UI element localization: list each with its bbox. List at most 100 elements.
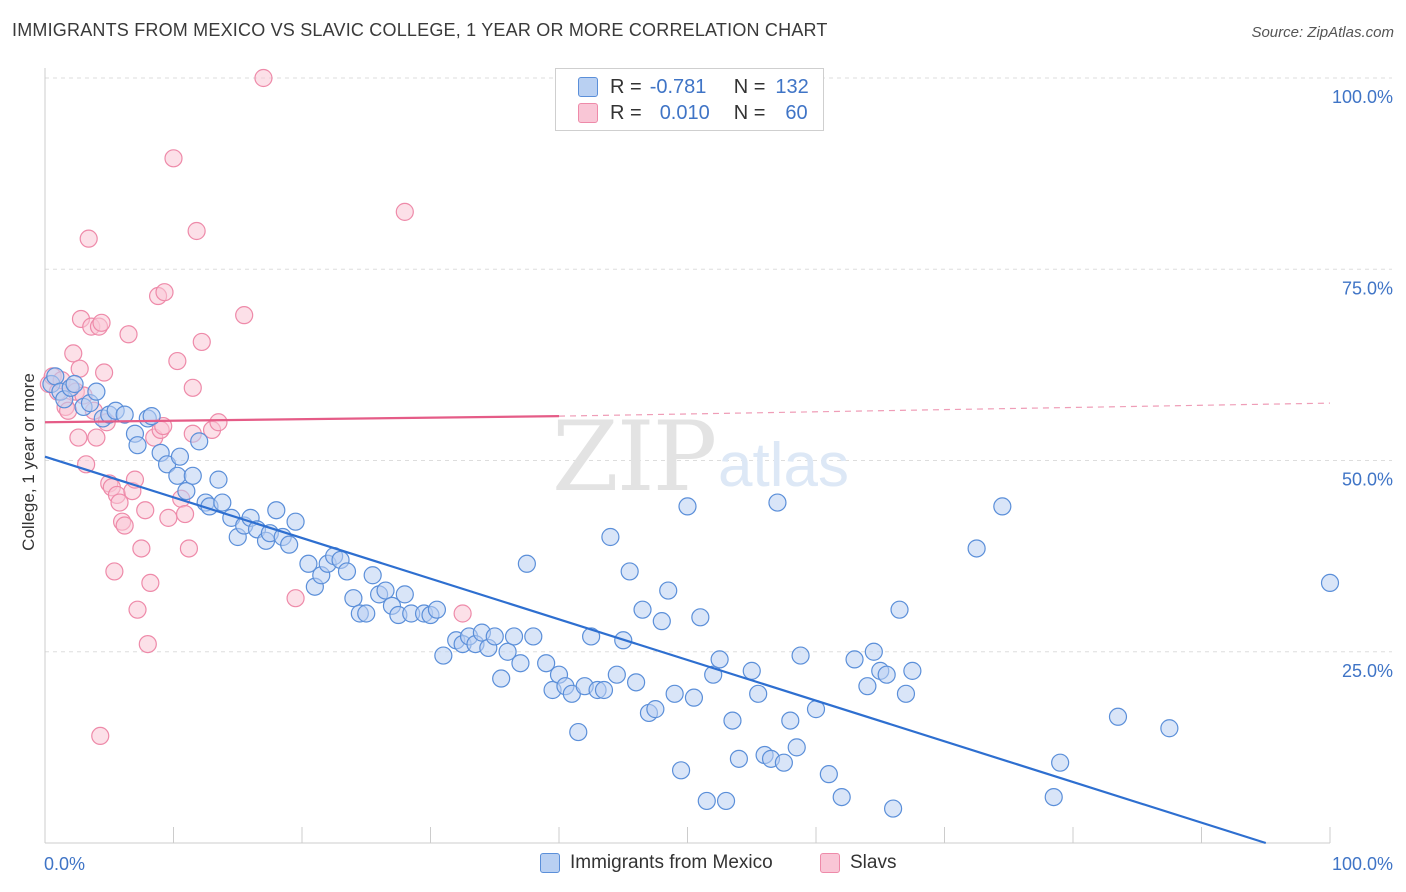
- slavs-point: [187, 221, 206, 241]
- mexico-point: [671, 761, 691, 780]
- mexico-point: [569, 722, 588, 742]
- slavs-swatch: [578, 103, 598, 123]
- x-tick-label: 100.0%: [1332, 854, 1393, 874]
- mexico-point: [190, 432, 209, 451]
- slavs-point: [192, 332, 211, 352]
- mexico-point: [395, 585, 414, 604]
- mexico-point: [659, 581, 678, 600]
- y-tick-label: 100.0%: [1332, 87, 1393, 107]
- slavs-point: [141, 573, 160, 593]
- mexico-point: [128, 436, 147, 455]
- slavs-point: [136, 501, 155, 520]
- mexico-point: [115, 405, 134, 424]
- slavs-point: [179, 539, 199, 558]
- slavs-point: [92, 313, 111, 332]
- mexico-point: [286, 512, 305, 531]
- mexico-point: [498, 642, 517, 661]
- mexico-point: [742, 661, 761, 680]
- slavs-point: [91, 726, 110, 746]
- mexico-point: [299, 554, 318, 573]
- y-tick-label: 25.0%: [1342, 661, 1393, 681]
- watermark-atlas: atlas: [718, 431, 849, 500]
- mexico-point: [710, 650, 729, 669]
- r-value-2: 0.010: [659, 101, 710, 124]
- slavs-point: [168, 351, 187, 371]
- legend-mexico-swatch: [540, 853, 560, 873]
- y-tick-labels: 100.0% 75.0% 50.0% 25.0%: [1332, 87, 1393, 681]
- slavs-point: [64, 344, 83, 363]
- slavs-point: [87, 428, 106, 447]
- mexico-point: [1044, 787, 1063, 807]
- mexico-point: [633, 600, 652, 619]
- mexico-point: [65, 374, 84, 394]
- watermark-zip: ZIP: [552, 401, 715, 513]
- mexico-point: [607, 665, 626, 684]
- mexico-swatch: [578, 77, 598, 97]
- r-label-1: R =: [610, 75, 642, 98]
- y-tick-label: 50.0%: [1342, 470, 1393, 490]
- legend-slavs-label: Slavs: [850, 852, 897, 873]
- source-credit: Source: ZipAtlas.com: [1251, 24, 1394, 41]
- slavs-trend-line: [44, 415, 560, 424]
- chart-title: IMMIGRANTS FROM MEXICO VS SLAVIC COLLEGE…: [12, 20, 828, 40]
- slavs-point: [254, 68, 273, 88]
- stats-legend: R = -0.781 N = 132 R = 0.010 N = 60: [555, 68, 824, 131]
- mexico-point: [582, 627, 601, 646]
- n-label-1: N =: [733, 75, 766, 98]
- mexico-point: [723, 711, 742, 730]
- slavs-point: [110, 493, 129, 512]
- mexico-point: [87, 382, 106, 401]
- mexico-point: [1051, 753, 1070, 772]
- mexico-point: [209, 470, 228, 489]
- slavs-point: [235, 306, 254, 325]
- slavs-point: [95, 363, 114, 382]
- mexico-point: [832, 787, 851, 807]
- n-value-1: 132: [775, 75, 809, 98]
- mexico-point: [183, 466, 202, 485]
- mexico-point: [691, 608, 710, 627]
- r-label-2: R =: [610, 101, 642, 124]
- mexico-point: [170, 447, 190, 466]
- legend-item-slavs: Slavs: [820, 852, 896, 874]
- slavs-point: [286, 589, 305, 608]
- mexico-point: [434, 646, 453, 665]
- mexico-point: [168, 466, 187, 485]
- mexico-point: [517, 554, 536, 573]
- mexico-point: [1320, 573, 1340, 593]
- mexico-point: [427, 600, 447, 619]
- mexico-point: [665, 684, 684, 703]
- mexico-point: [280, 535, 299, 554]
- slavs-point: [164, 149, 183, 168]
- mexico-point: [684, 688, 704, 707]
- n-value-2: 60: [785, 101, 808, 124]
- watermark: ZIP atlas: [552, 401, 849, 513]
- legend-mexico-label: Immigrants from Mexico: [570, 852, 773, 873]
- legend-item-mexico: Immigrants from Mexico: [540, 852, 773, 874]
- mexico-point: [993, 497, 1012, 516]
- slavs-point: [175, 504, 195, 524]
- slavs-point: [132, 539, 151, 558]
- mexico-point: [787, 738, 806, 757]
- stats-row-slavs: R = 0.010 N = 60: [578, 100, 808, 126]
- mexico-point: [620, 562, 639, 581]
- mexico-point: [896, 684, 916, 703]
- mexico-point: [524, 627, 543, 646]
- mexico-point: [967, 539, 986, 558]
- slavs-point: [128, 600, 147, 619]
- mexico-point: [485, 627, 504, 646]
- mexico-point: [883, 799, 903, 818]
- mexico-point: [1160, 719, 1179, 738]
- legend-slavs-swatch: [820, 853, 840, 873]
- y-tick-label: 75.0%: [1342, 278, 1393, 298]
- mexico-point: [46, 367, 65, 386]
- mexico-point: [678, 497, 697, 516]
- mexico-point: [652, 612, 671, 631]
- slavs-point: [69, 428, 88, 447]
- mexico-point: [344, 589, 363, 608]
- slavs-point: [119, 325, 138, 344]
- slavs-trend-extension: [558, 402, 1331, 417]
- mexico-point: [337, 562, 357, 581]
- n-label-2: N =: [733, 101, 766, 124]
- r-value-1: -0.781: [649, 75, 707, 98]
- mexico-point: [768, 493, 787, 512]
